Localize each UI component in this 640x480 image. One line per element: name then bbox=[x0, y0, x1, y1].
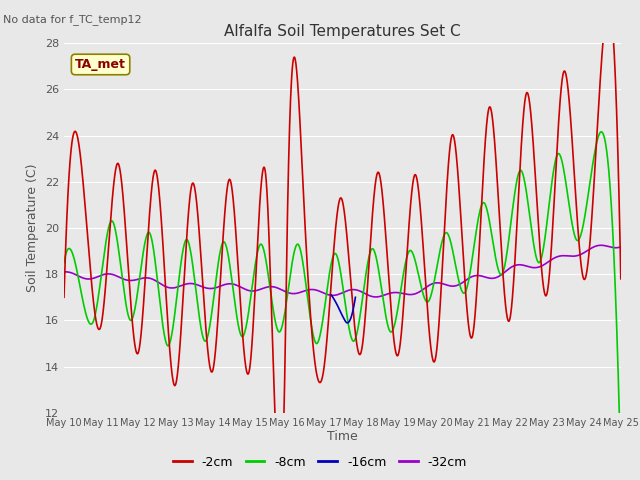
Legend: -2cm, -8cm, -16cm, -32cm: -2cm, -8cm, -16cm, -32cm bbox=[168, 451, 472, 474]
Text: TA_met: TA_met bbox=[75, 58, 126, 71]
Text: No data for f_TC_temp12: No data for f_TC_temp12 bbox=[3, 14, 142, 25]
Y-axis label: Soil Temperature (C): Soil Temperature (C) bbox=[26, 164, 39, 292]
X-axis label: Time: Time bbox=[327, 431, 358, 444]
Title: Alfalfa Soil Temperatures Set C: Alfalfa Soil Temperatures Set C bbox=[224, 24, 461, 39]
